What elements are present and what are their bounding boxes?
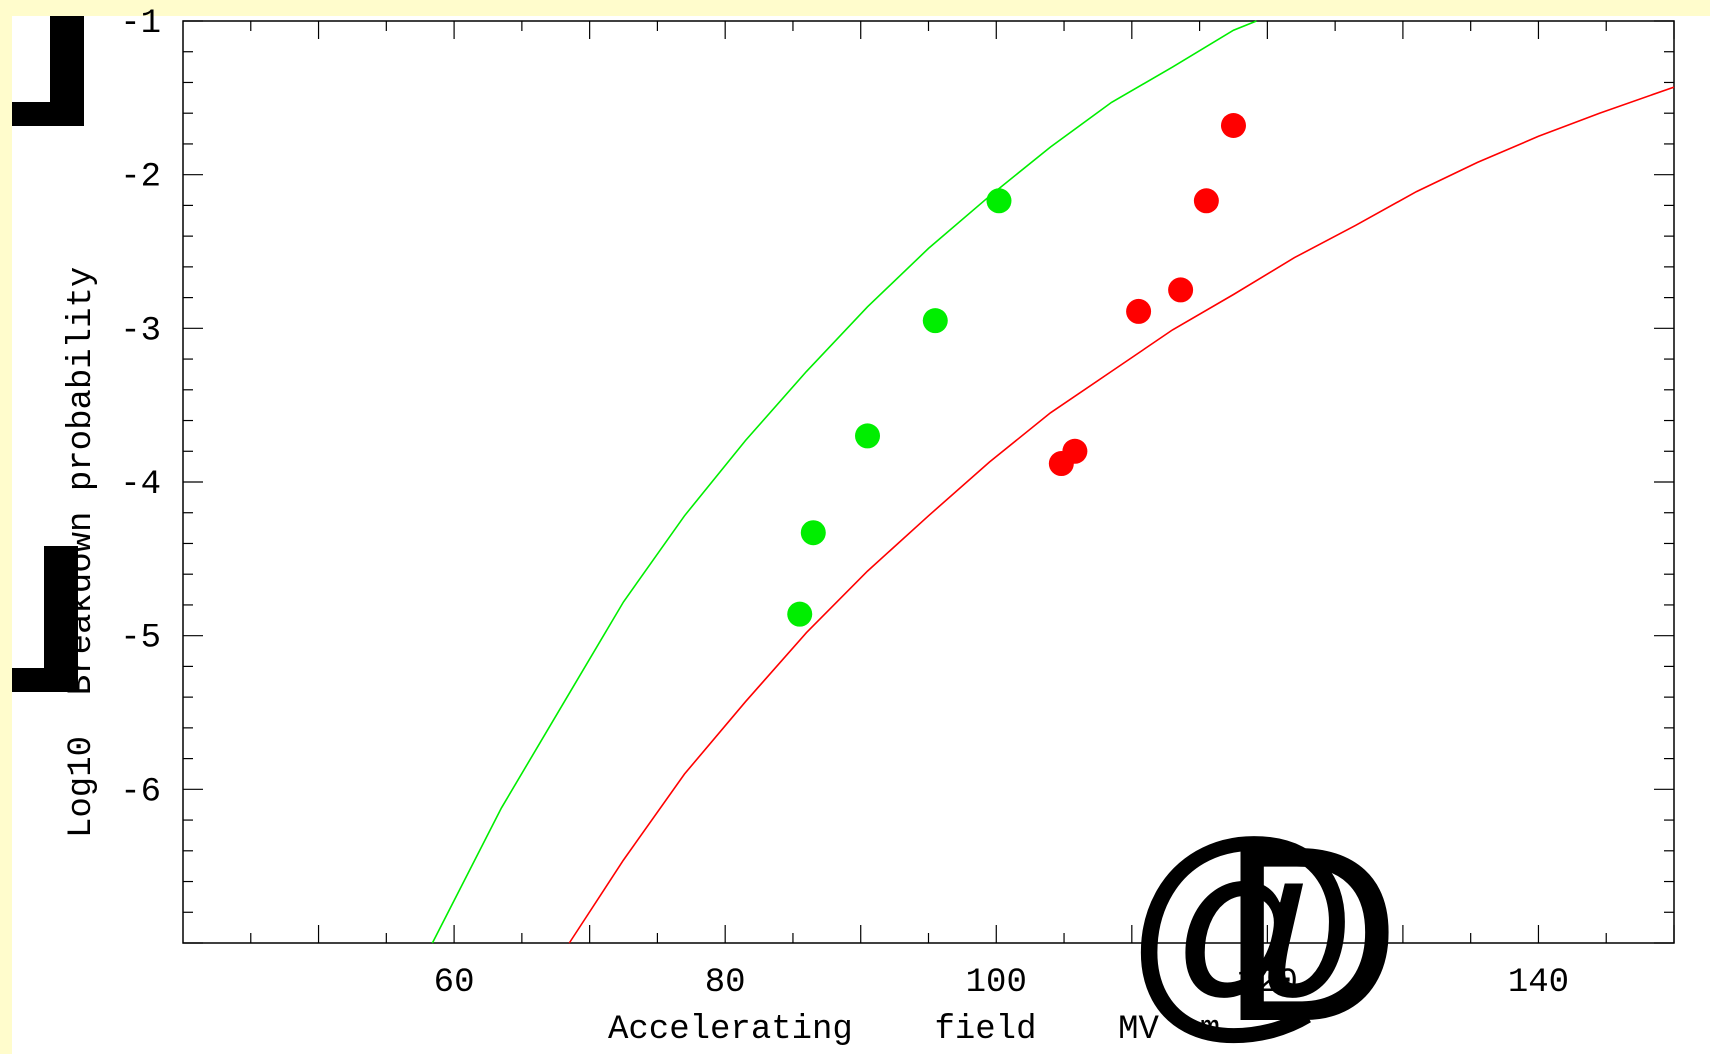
data-point bbox=[787, 601, 813, 627]
y-tick-label: -2 bbox=[120, 159, 161, 197]
x-tick-label: 80 bbox=[705, 964, 746, 1002]
left-bracket-marks bbox=[12, 16, 84, 692]
x-axis-title: Accelerating field MV m bbox=[608, 1011, 1220, 1049]
x-tick-label: 100 bbox=[966, 964, 1027, 1002]
data-point bbox=[1193, 188, 1219, 214]
data-point bbox=[1126, 298, 1152, 324]
left-margin-strip bbox=[0, 0, 12, 1054]
y-tick-label: -1 bbox=[120, 5, 161, 43]
data-point bbox=[986, 188, 1012, 214]
y-tick-label: -6 bbox=[120, 773, 161, 811]
overlay-at-glyph: @ bbox=[1122, 793, 1366, 1054]
data-point bbox=[800, 520, 826, 546]
overlay-d-glyph: D bbox=[1220, 794, 1401, 1054]
plot-frame bbox=[182, 20, 1675, 944]
fit-curves bbox=[431, 20, 1675, 944]
top-margin-strip bbox=[0, 0, 1710, 16]
data-point bbox=[1168, 277, 1194, 303]
data-point bbox=[922, 308, 948, 334]
data-point bbox=[1220, 112, 1246, 138]
bracket-lower-foot bbox=[12, 668, 78, 692]
data-points bbox=[787, 112, 1246, 627]
data-point bbox=[855, 423, 881, 449]
y-tick-label: -4 bbox=[120, 466, 161, 504]
bracket-upper-foot bbox=[12, 102, 84, 126]
data-point bbox=[1062, 438, 1088, 464]
x-tick-label: 140 bbox=[1508, 964, 1569, 1002]
x-axis-ticks: 60 80 100 120 140 bbox=[250, 21, 1675, 1002]
x-tick-label: 120 bbox=[1237, 964, 1298, 1002]
y-axis-ticks: -1 -2 -3 -4 -5 -6 bbox=[120, 5, 1674, 944]
fit-curve-3 bbox=[431, 20, 1257, 944]
fit-curve-4 bbox=[568, 86, 1675, 944]
y-tick-label: -3 bbox=[120, 312, 161, 350]
x-tick-label: 60 bbox=[434, 964, 475, 1002]
bracket-lower-vertical bbox=[44, 546, 78, 692]
y-tick-label: -5 bbox=[120, 620, 161, 658]
